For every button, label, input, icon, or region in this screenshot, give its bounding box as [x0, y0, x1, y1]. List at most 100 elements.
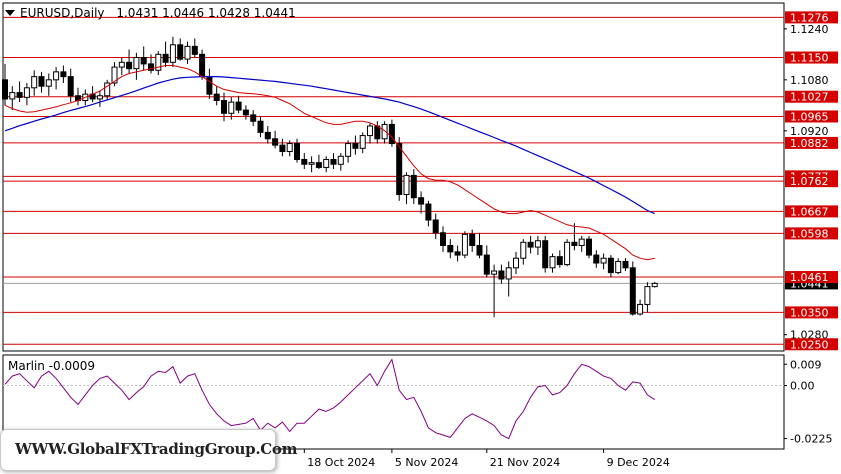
candle-body [520, 241, 527, 259]
candle-body [534, 240, 541, 248]
candle-body [644, 286, 651, 305]
level-price-label: 1.0461 [790, 271, 829, 284]
level-price-box [785, 51, 838, 64]
time-tick-label: 21 Nov 2024 [490, 456, 560, 469]
candle-body [505, 267, 512, 280]
candle-body [308, 162, 315, 165]
candle-body [199, 53, 206, 78]
candle-body [527, 241, 534, 248]
candle-body [45, 79, 52, 87]
candle-body [607, 257, 614, 274]
collapse-triangle-icon[interactable] [5, 10, 15, 16]
candle-body [221, 100, 227, 114]
candle-body [67, 76, 74, 97]
level-price-label: 1.1276 [790, 11, 829, 24]
candle-body [38, 76, 45, 87]
time-axis: 18 Oct 2024 5 Nov 2024 21 Nov 2024 9 Dec 20… [303, 449, 670, 469]
candle-body [118, 61, 125, 68]
candle-body [498, 270, 505, 280]
candles [2, 36, 658, 318]
candle-body [301, 158, 308, 165]
candle-body [60, 71, 67, 78]
candle-body [629, 267, 636, 315]
candle-body [31, 76, 38, 89]
candle-body [593, 254, 600, 264]
candle-body [9, 92, 16, 100]
price-tick-label: 1.0920 [790, 125, 829, 138]
indicator-tick-label: -0.0225 [790, 433, 832, 446]
candle-body [374, 125, 381, 140]
level-price-label: 1.0762 [790, 175, 829, 188]
candle-body [184, 45, 191, 60]
level-price-box [785, 205, 838, 218]
candle-body [359, 135, 366, 149]
candle-body [403, 174, 410, 196]
fast-ma-line [4, 65, 655, 261]
level-price-label: 1.0667 [790, 205, 829, 218]
level-price-box [785, 175, 838, 188]
candle-body [549, 256, 556, 269]
marlin-line [4, 358, 655, 440]
price-axis: 1.12401.10801.09201.02801.04411.12761.11… [784, 11, 838, 351]
candle-body [126, 61, 133, 70]
candle-body [461, 233, 468, 256]
time-tick-label: 18 Oct 2024 [307, 456, 375, 469]
level-price-box [785, 110, 838, 123]
candle-body [615, 260, 622, 274]
candle-body [250, 114, 257, 122]
candle-body [169, 44, 176, 63]
candle-body [564, 241, 571, 266]
candle-body [228, 101, 235, 114]
candle-body [418, 197, 425, 205]
candle-body [294, 143, 300, 160]
candle-body [191, 45, 198, 55]
candle-body [242, 109, 249, 116]
candle-body [286, 143, 293, 153]
candle-body [352, 143, 359, 149]
candle-body [454, 251, 461, 256]
candle-body [162, 53, 169, 63]
time-tick-label: 9 Dec 2024 [607, 456, 670, 469]
candle-body [425, 203, 432, 221]
candle-body [622, 260, 629, 269]
indicator-tick-label: 0.00 [790, 379, 815, 392]
level-price-box [785, 90, 838, 103]
level-price-label: 1.0598 [790, 227, 829, 240]
candle-body [556, 256, 563, 266]
level-price-label: 1.0965 [790, 110, 829, 123]
candle-body [469, 233, 476, 246]
candle-body [133, 57, 140, 70]
candle-body [410, 174, 417, 199]
level-price-label: 1.1027 [790, 91, 829, 104]
candle-body [571, 241, 578, 246]
level-price-box [785, 338, 838, 351]
candle-body [651, 282, 658, 288]
price-tick-label: 1.1080 [790, 74, 829, 87]
candle-body [337, 155, 344, 165]
candle-body [16, 92, 23, 98]
candle-body [111, 66, 118, 84]
level-price-label: 1.0350 [790, 306, 829, 319]
level-price-box [785, 271, 838, 284]
candle-body [272, 138, 279, 146]
candle-body [491, 270, 498, 275]
level-price-label: 1.1150 [790, 52, 829, 65]
svg-text:EURUSD,Daily 1.0431 1.04: EURUSD,Daily 1.0431 1.0446 1.0428 1.0441 [20, 6, 296, 20]
level-price-label: 1.0882 [790, 137, 829, 150]
candle-body [396, 143, 403, 196]
horizontal-levels [3, 16, 784, 345]
watermark-text: WWW.GlobalFXTradingGroup.Com [15, 440, 298, 458]
candle-body [367, 125, 373, 137]
slow-ma-line [4, 75, 655, 215]
level-price-box [785, 306, 838, 319]
level-price-label: 1.0250 [790, 338, 829, 351]
indicator-axis: 0.009 0.00 -0.0225 [784, 358, 832, 446]
candle-body [2, 79, 8, 100]
ohlc-label: 1.0431 1.0446 1.0428 1.0441 [116, 6, 295, 20]
candle-body [578, 238, 585, 246]
candle-body [586, 238, 592, 256]
candle-body [345, 143, 352, 157]
candle-body [600, 257, 607, 264]
